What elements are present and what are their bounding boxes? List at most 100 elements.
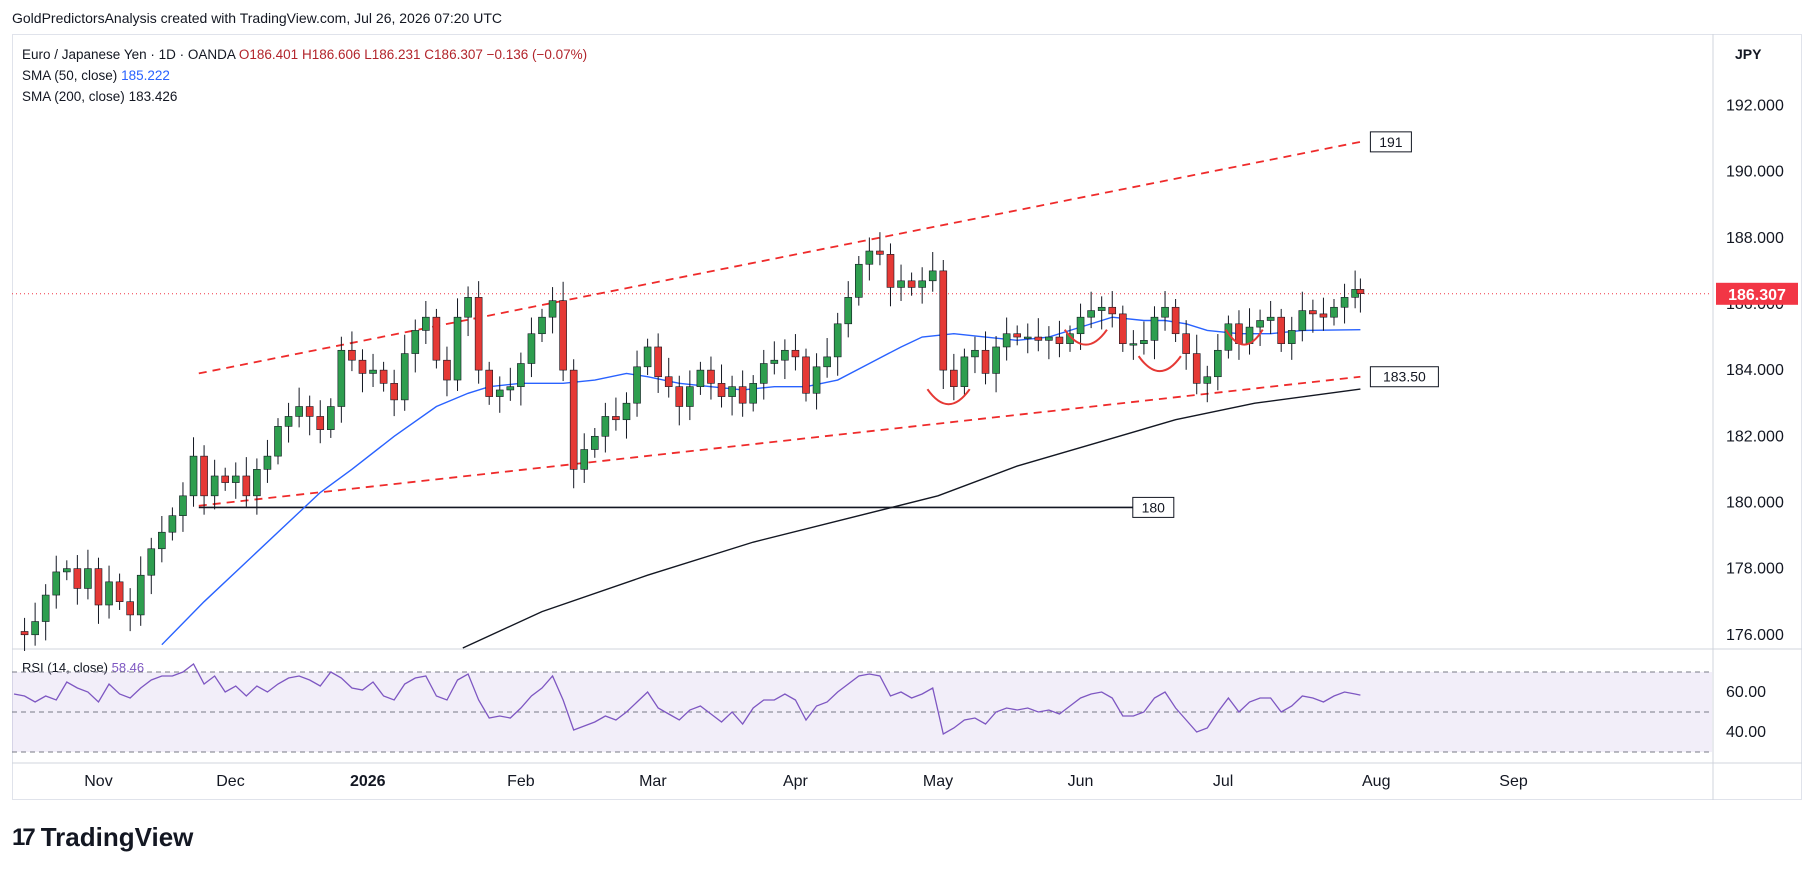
chart-legend: Euro / Japanese Yen · 1D · OANDA O186.40… (22, 44, 587, 107)
candle-body (485, 369, 494, 397)
price-tick-label: 192.000 (1726, 97, 1784, 114)
sma200-row[interactable]: SMA (200, close) 183.426 (22, 86, 587, 107)
candle-body (1171, 306, 1180, 335)
candle-body (305, 406, 314, 417)
candle-body (263, 455, 272, 470)
time-tick-label: Feb (507, 773, 535, 790)
candle-body (717, 383, 726, 397)
candle-body (379, 369, 388, 384)
candle-body (316, 416, 325, 430)
candle-body (115, 581, 124, 602)
candle-body (1330, 306, 1338, 318)
candle-body (242, 475, 251, 497)
candle-body (950, 369, 958, 387)
chart-frame (12, 34, 1802, 800)
candle-body (1076, 316, 1085, 335)
candle-body (971, 349, 979, 358)
candle-body (147, 548, 156, 576)
rsi-line (13, 663, 1361, 735)
candle-body (1013, 333, 1022, 338)
tradingview-logo[interactable]: 17 TradingView (12, 822, 193, 853)
rounded-bottom-arc (1137, 355, 1182, 373)
rsi-tick-label: 60.00 (1726, 684, 1766, 701)
sma50-value: 185.222 (121, 68, 170, 83)
candle-body (886, 254, 895, 288)
chart-credit: GoldPredictorsAnalysis created with Trad… (12, 10, 502, 26)
candle-body (738, 386, 747, 404)
candle-body (348, 349, 356, 361)
candle-body (1119, 313, 1127, 344)
candle-body (200, 455, 208, 497)
candle-body (179, 495, 187, 516)
candle-body (548, 300, 557, 318)
candle-body (812, 366, 821, 394)
rsi-label: RSI (14, close) (22, 660, 108, 675)
time-tick-label: Nov (84, 773, 112, 790)
candle-body (1097, 306, 1106, 311)
candle-body (781, 349, 789, 361)
price-tick-label: 190.000 (1726, 164, 1784, 181)
candle-body (1235, 323, 1243, 344)
candle-body (928, 270, 937, 282)
candle-body (400, 353, 409, 401)
candle-body (633, 366, 641, 404)
rsi-legend[interactable]: RSI (14, close) 58.46 (22, 660, 144, 675)
candle-body (1023, 336, 1032, 339)
symbol-row[interactable]: Euro / Japanese Yen · 1D · OANDA O186.40… (22, 44, 587, 65)
candle-body (1256, 320, 1264, 328)
candle-body (337, 349, 346, 407)
time-tick-label: 2026 (350, 773, 386, 790)
candle-body (1340, 297, 1349, 308)
candle-body (168, 515, 177, 533)
candle-body (1140, 340, 1148, 344)
candle-body (158, 531, 166, 550)
candle-body (94, 568, 103, 606)
level-label-18350: 183.50 (1369, 366, 1439, 388)
candle-body (432, 316, 441, 361)
price-tick-label: 184.000 (1726, 362, 1784, 379)
target-label-191-box (1369, 131, 1412, 153)
candle-body (569, 369, 578, 470)
candle-body (221, 475, 229, 483)
candle-body (1129, 343, 1138, 346)
time-tick-label: Dec (216, 773, 244, 790)
candle-body (453, 316, 462, 381)
candle-body (559, 300, 567, 371)
sma50-row[interactable]: SMA (50, close) 185.222 (22, 65, 587, 86)
candle-body (612, 416, 620, 421)
rsi-tick-label: 40.00 (1726, 724, 1766, 741)
candle-body (918, 280, 926, 288)
candle-body (517, 363, 525, 387)
candle-body (802, 356, 810, 394)
time-tick-label: Jul (1213, 773, 1233, 790)
price-tick-label: 182.000 (1726, 428, 1784, 445)
candle-body (1045, 336, 1053, 341)
candle-body (981, 349, 990, 374)
level-label-18350-box (1369, 366, 1439, 388)
candle-body (31, 621, 39, 636)
candle-body (1203, 376, 1212, 384)
candle-body (1055, 336, 1064, 344)
tradingview-logo-text: TradingView (40, 822, 194, 852)
candle-body (897, 280, 905, 288)
candle-body (1277, 316, 1285, 344)
candle-body (358, 359, 367, 374)
candle-body (73, 568, 82, 589)
price-tick-label: 188.000 (1726, 230, 1784, 247)
candle-body (443, 359, 451, 381)
candle-body (411, 330, 420, 354)
candle-body (20, 631, 29, 636)
currency-button[interactable]: JPY (1735, 46, 1762, 62)
candle-body (464, 297, 472, 318)
candle-body (422, 316, 430, 331)
target-label-191-text: 191 (1379, 134, 1403, 150)
price-tick-label: 180.000 (1726, 494, 1784, 511)
candle-body (1108, 306, 1117, 315)
current-price-tag-text: 186.307 (1728, 287, 1786, 304)
candle-body (759, 363, 768, 384)
candle-body (664, 376, 673, 387)
candle-body (538, 316, 546, 335)
candle-body (1034, 336, 1043, 341)
candle-body (865, 250, 874, 265)
